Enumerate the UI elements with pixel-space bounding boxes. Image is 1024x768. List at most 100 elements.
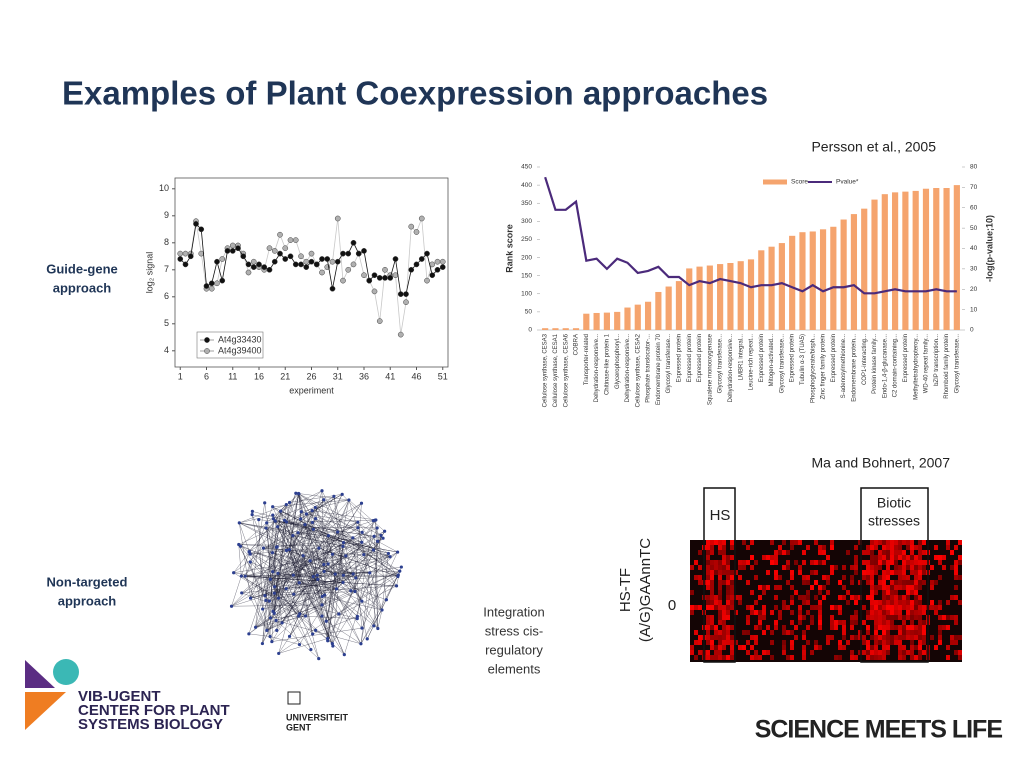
- x-tick-label: 41: [385, 371, 395, 381]
- heatmap-cell: [706, 650, 710, 655]
- heatmap-cell: [726, 575, 730, 580]
- heatmap-cell: [758, 625, 762, 630]
- network-node: [247, 549, 251, 554]
- network-node: [237, 521, 241, 525]
- heatmap-cell: [902, 575, 906, 580]
- heatmap-cell: [922, 650, 926, 655]
- heatmap-cell: [854, 595, 858, 600]
- heatmap-cell: [842, 595, 846, 600]
- heatmap-cell: [726, 630, 730, 635]
- box-label: Biotic: [877, 495, 911, 511]
- bar: [696, 266, 703, 330]
- network-edge: [375, 520, 379, 629]
- heatmap-cell: [890, 625, 894, 630]
- heatmap-cell: [698, 575, 702, 580]
- network-node: [310, 520, 315, 525]
- heatmap-cell: [830, 635, 834, 640]
- bar: [655, 291, 662, 330]
- network-node: [297, 642, 302, 647]
- bar: [614, 311, 621, 330]
- heatmap-cell: [894, 640, 898, 645]
- network-edge: [344, 572, 370, 655]
- heatmap-cell: [834, 655, 838, 660]
- heatmap-cell: [810, 560, 814, 565]
- heatmap-cell: [710, 585, 714, 590]
- network-edge: [352, 537, 363, 629]
- heatmap-cell: [870, 580, 874, 585]
- heatmap-cell: [806, 545, 810, 550]
- heatmap-cell: [722, 605, 726, 610]
- heatmap-cell: [930, 565, 934, 570]
- heatmap-cell: [878, 640, 882, 645]
- heatmap-cell: [750, 605, 754, 610]
- heatmap-cell: [766, 570, 770, 575]
- heatmap-cell: [918, 610, 922, 615]
- heatmap-cell: [790, 655, 794, 660]
- heatmap-cell: [890, 560, 894, 565]
- network-node: [341, 573, 346, 577]
- heatmap-cell: [742, 565, 746, 570]
- network-edge: [250, 502, 265, 599]
- heatmap-cell: [750, 565, 754, 570]
- heatmap-cell: [918, 550, 922, 555]
- heatmap-cell: [766, 555, 770, 560]
- network-node: [376, 626, 380, 631]
- point: [397, 291, 404, 297]
- x-tick-label: 26: [306, 371, 316, 381]
- heatmap-cell: [874, 655, 878, 660]
- network-edge: [264, 591, 355, 596]
- heatmap-cell: [898, 550, 902, 555]
- point: [282, 245, 289, 252]
- network-edge: [353, 566, 402, 575]
- heatmap-cell: [846, 640, 850, 645]
- heatmap-cell: [874, 560, 878, 565]
- heatmap-cell: [902, 555, 906, 560]
- heatmap-cell: [814, 570, 818, 575]
- network-edge: [332, 542, 344, 555]
- heatmap-cell: [866, 655, 870, 660]
- x-tick-label: 21: [280, 371, 290, 381]
- point: [182, 250, 189, 257]
- network-edge: [315, 507, 398, 553]
- heatmap-cell: [886, 575, 890, 580]
- heatmap-cell: [706, 630, 710, 635]
- heatmap-cell: [778, 615, 782, 620]
- heatmap-cell: [726, 625, 730, 630]
- network-edge: [278, 597, 358, 619]
- heatmap-cell: [834, 620, 838, 625]
- network-edge: [305, 499, 350, 617]
- point: [334, 258, 341, 265]
- y-tick-label: 8: [164, 237, 169, 247]
- heatmap-cell: [694, 575, 698, 580]
- heatmap-cell: [746, 580, 750, 585]
- heatmap-cell: [818, 645, 822, 650]
- heatmap-cell: [874, 630, 878, 635]
- heatmap-cell: [722, 655, 726, 660]
- heatmap-cell: [762, 605, 766, 610]
- network-edge: [241, 529, 314, 594]
- network-node: [270, 551, 275, 555]
- heatmap-cell: [874, 545, 878, 550]
- heatmap-cell: [946, 615, 950, 620]
- bar: [603, 312, 610, 330]
- heatmap-cell: [878, 565, 882, 570]
- point: [245, 261, 252, 268]
- network-node: [388, 555, 392, 559]
- heatmap-cell: [866, 595, 870, 600]
- heatmap-cell: [850, 625, 854, 630]
- box-label: stresses: [868, 513, 920, 529]
- heatmap-cell: [694, 560, 698, 565]
- heatmap-cell: [802, 630, 806, 635]
- heatmap-cell: [898, 570, 902, 575]
- heatmap-cell: [906, 610, 910, 615]
- heatmap-cell: [930, 580, 934, 585]
- heatmap-cell: [838, 655, 842, 660]
- network-node: [279, 509, 283, 513]
- heatmap-cell: [882, 555, 886, 560]
- heatmap-cell: [886, 650, 890, 655]
- heatmap-cell: [902, 635, 906, 640]
- heatmap-cell: [890, 610, 894, 615]
- x-tick-label: Dehydration-responsive...: [594, 334, 600, 403]
- heatmap-cell: [906, 540, 910, 545]
- network-edge: [273, 518, 340, 615]
